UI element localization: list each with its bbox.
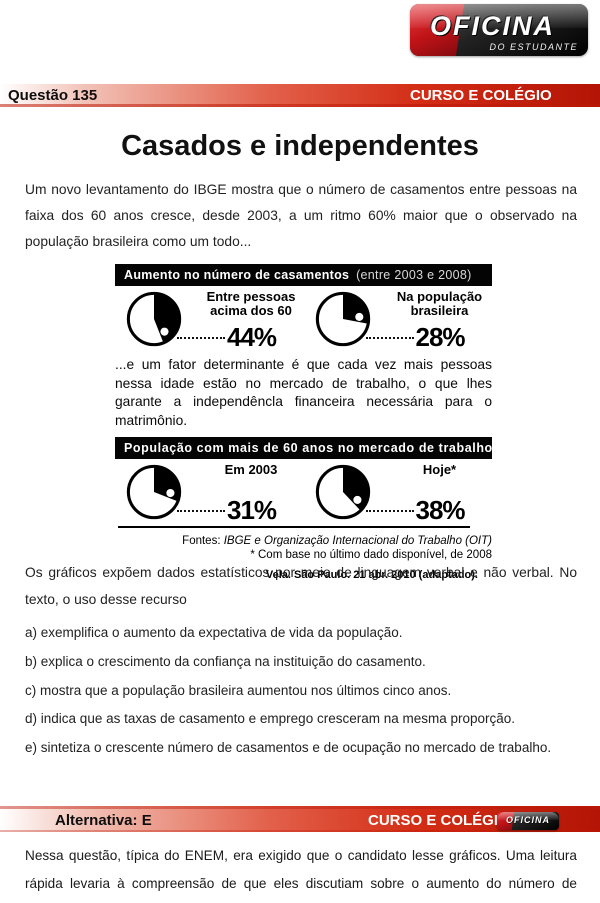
sources-block: Fontes: IBGE e Organização Internacional… xyxy=(115,534,492,562)
pie-chart-over-60: Entre pessoas acima dos 60 44% xyxy=(115,289,304,352)
page-title: Casados e independentes xyxy=(121,130,479,162)
options-list: a) exemplifica o aumento da expectativa … xyxy=(25,625,585,769)
pie-icon-2003 xyxy=(125,463,183,521)
option-c: c) mostra que a população brasileira aum… xyxy=(25,683,585,699)
answer-course-label: CURSO E COLÉGIO xyxy=(368,812,510,829)
option-e: e) sintetiza o crescente número de casam… xyxy=(25,740,585,756)
separator-line xyxy=(118,526,470,528)
pie-value-row: 31% xyxy=(177,495,277,526)
option-a: a) exemplifica o aumento da expectativa … xyxy=(25,625,585,641)
infographic: Aumento no número de casamentos (entre 2… xyxy=(115,264,492,581)
sources-prefix: Fontes: xyxy=(182,535,224,547)
pie-chart-2003: Em 2003 31% xyxy=(115,462,304,525)
pie-icon-today xyxy=(314,463,372,521)
option-text: exemplifica o aumento da expectativa de … xyxy=(40,625,403,640)
infographic-header-labor-market: População com mais de 60 anos no mercado… xyxy=(115,437,492,459)
pie-chart-brazil-population: Na população brasileira 28% xyxy=(304,289,493,352)
brand-logo: OFICINA DO ESTUDANTE xyxy=(410,4,588,56)
option-text: indica que as taxas de casamento e empre… xyxy=(40,711,516,727)
credit-line: Vela. São Paulo. 21 abr. 2010 (adaptado)… xyxy=(265,569,478,581)
infographic-middle-text: ...e um fator determinante é que cada ve… xyxy=(115,357,492,428)
dotted-leader-line xyxy=(177,336,225,339)
option-letter: b) xyxy=(25,653,38,669)
pie-icon-over-60 xyxy=(125,290,183,348)
pie-chart-today: Hoje* 38% xyxy=(304,462,493,525)
question-text: Os gráficos expõem dados estatísticos po… xyxy=(25,565,577,607)
option-letter: a) xyxy=(25,625,38,640)
option-letter: e) xyxy=(25,740,38,756)
brand-logo-gloss xyxy=(410,4,588,28)
pie-label-2003: Em 2003 xyxy=(224,462,278,477)
option-letter: d) xyxy=(25,711,38,727)
pie-value-row: 44% xyxy=(177,322,277,353)
sources-institutions: IBGE e Organização Internacional do Trab… xyxy=(223,535,492,547)
explanation-paragraph: Nessa questão, típica do ENEM, era exigi… xyxy=(25,848,577,891)
option-d: d) indica que as taxas de casamento e em… xyxy=(25,711,585,727)
option-text: sintetiza o crescente número de casament… xyxy=(40,740,552,756)
chart-row-marriages: Entre pessoas acima dos 60 44% Na popula… xyxy=(115,289,493,352)
answer-brand-name: OFICINA xyxy=(506,815,550,825)
pie-label-today: Hoje* xyxy=(422,462,457,477)
question-number: Questão 135 xyxy=(8,87,98,104)
brand-name: OFICINA xyxy=(430,11,555,41)
pie-label-over-60: Entre pessoas acima dos 60 xyxy=(206,289,296,318)
infographic-header-marriages-period: (entre 2003 e 2008) xyxy=(356,268,472,282)
dotted-leader-line xyxy=(365,509,414,512)
sources-line-1: Fontes: IBGE e Organização Internacional… xyxy=(115,534,492,548)
dotted-leader-line xyxy=(177,509,225,512)
chart-row-labor-market: Em 2003 31% Hoje* 38% xyxy=(115,462,493,525)
option-b: b) explica o crescimento da confiança na… xyxy=(25,654,585,670)
answer-brand-logo-gloss xyxy=(497,812,559,821)
question-bar: Questão 135 CURSO E COLÉGIO xyxy=(0,84,600,107)
pie-value-row: 28% xyxy=(365,322,466,353)
answer-label: Alternativa: E xyxy=(55,812,152,829)
brand-tagline: DO ESTUDANTE xyxy=(489,42,578,52)
infographic-header-marriages-title: Aumento no número de casamentos xyxy=(124,268,350,282)
course-label: CURSO E COLÉGIO xyxy=(410,87,552,104)
pie-icon-brazil-population xyxy=(314,290,372,348)
pie-percent-2003: 31% xyxy=(227,495,277,525)
pie-value-row: 38% xyxy=(365,495,466,526)
answer-brand-logo: OFICINA xyxy=(497,812,559,830)
pie-label-brazil-population: Na população brasileira xyxy=(396,289,483,318)
intro-paragraph: Um novo levantamento do IBGE mostra que … xyxy=(25,182,577,249)
answer-bar: Alternativa: E CURSO E COLÉGIO OFICINA xyxy=(0,806,600,832)
pie-percent-today: 38% xyxy=(415,495,466,525)
option-text: explica o crescimento da confiança na in… xyxy=(40,653,426,669)
infographic-header-marriages: Aumento no número de casamentos (entre 2… xyxy=(115,264,492,286)
option-text: mostra que a população brasileira aument… xyxy=(40,682,452,698)
pie-percent-over-60: 44% xyxy=(227,322,277,352)
option-letter: c) xyxy=(25,682,37,698)
dotted-leader-line xyxy=(365,336,414,339)
pie-percent-brazil-population: 28% xyxy=(415,322,466,352)
sources-line-2: * Com base no último dado disponível, de… xyxy=(250,549,492,561)
